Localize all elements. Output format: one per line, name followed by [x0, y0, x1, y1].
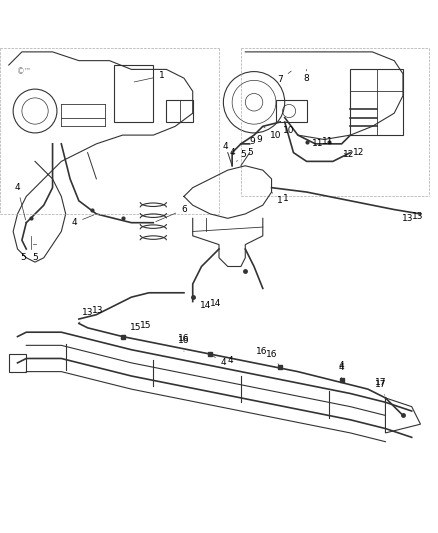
Text: 10: 10 [283, 126, 294, 135]
Text: 16: 16 [178, 334, 190, 343]
Text: 9: 9 [241, 137, 255, 146]
Text: 17: 17 [375, 380, 387, 395]
Text: 4: 4 [339, 360, 344, 369]
Text: 15: 15 [140, 321, 152, 330]
Text: 13: 13 [402, 214, 420, 223]
Text: 16: 16 [256, 348, 267, 357]
Text: 16: 16 [178, 336, 190, 351]
Bar [276, 100, 307, 122]
Text: 6: 6 [156, 205, 187, 222]
Text: 14: 14 [210, 299, 222, 308]
Text: 17: 17 [375, 378, 387, 387]
Text: 16: 16 [266, 350, 279, 365]
Text: 12: 12 [343, 150, 354, 159]
Text: 9: 9 [256, 135, 262, 144]
Text: 4: 4 [222, 142, 228, 150]
Text: 4: 4 [15, 183, 25, 220]
Text: 11: 11 [307, 139, 323, 148]
Text: 4: 4 [72, 215, 94, 227]
Text: 13: 13 [79, 308, 93, 324]
Text: 4: 4 [339, 363, 344, 377]
Text: 11: 11 [322, 137, 333, 146]
Text: 8: 8 [304, 69, 310, 83]
Text: 4: 4 [230, 148, 235, 163]
Text: ©™: ©™ [17, 67, 32, 76]
Text: 13: 13 [92, 306, 103, 315]
Text: 14: 14 [195, 298, 212, 310]
Text: 15: 15 [123, 324, 141, 336]
Text: 4: 4 [228, 356, 233, 365]
Text: 5: 5 [21, 253, 26, 262]
Text: 12: 12 [353, 148, 364, 157]
Text: 4: 4 [212, 356, 226, 367]
Text: 1: 1 [134, 71, 165, 82]
Text: 5: 5 [26, 253, 38, 262]
Text: 1: 1 [283, 194, 288, 203]
Text: 13: 13 [412, 212, 423, 221]
Text: 7: 7 [277, 71, 291, 84]
Text: 5: 5 [247, 148, 253, 157]
Text: 1: 1 [272, 192, 283, 205]
Text: 5: 5 [237, 150, 246, 161]
Text: 10: 10 [263, 126, 282, 140]
